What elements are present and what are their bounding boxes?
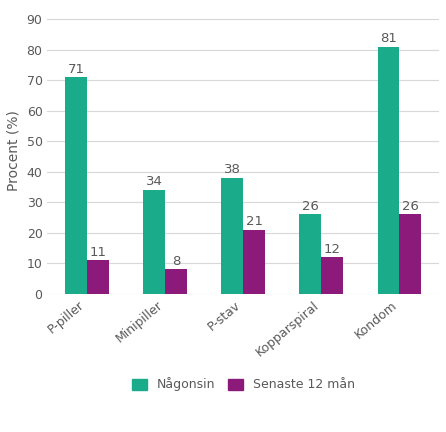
- Bar: [399, 214, 421, 294]
- Bar: [299, 214, 321, 294]
- Text: 26: 26: [402, 200, 419, 213]
- Legend: Någonsin, Senaste 12 mån: Någonsin, Senaste 12 mån: [127, 372, 360, 397]
- Bar: [377, 47, 399, 294]
- Text: 38: 38: [224, 163, 241, 176]
- Text: 71: 71: [68, 63, 85, 76]
- Text: 21: 21: [246, 215, 263, 228]
- Text: 81: 81: [380, 32, 397, 45]
- Text: 8: 8: [172, 255, 180, 268]
- Text: 11: 11: [90, 246, 107, 259]
- Text: 26: 26: [302, 200, 319, 213]
- Bar: [243, 230, 265, 294]
- Bar: [65, 77, 87, 294]
- Bar: [321, 257, 343, 294]
- Text: 34: 34: [146, 175, 163, 188]
- Bar: [143, 190, 165, 294]
- Bar: [221, 178, 243, 294]
- Y-axis label: Procent (%): Procent (%): [7, 110, 21, 191]
- Bar: [87, 260, 109, 294]
- Bar: [165, 269, 187, 294]
- Text: 12: 12: [324, 243, 341, 256]
